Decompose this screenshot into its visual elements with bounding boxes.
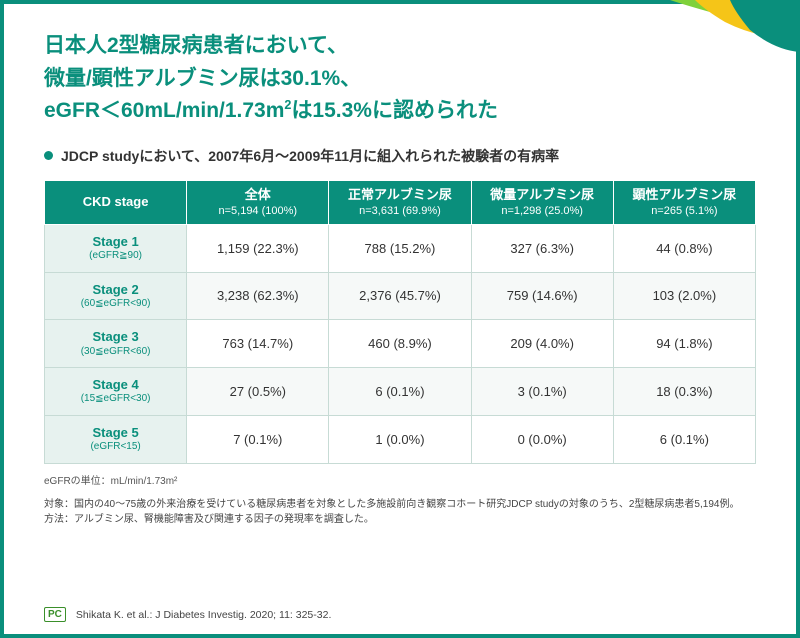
footnote-method: 方法：アルブミン尿、腎機能障害及び関連する因子の発現率を調査した。 xyxy=(44,512,756,527)
subtitle: JDCP studyにおいて、2007年6月～2009年11月に組入れられた被験… xyxy=(61,146,559,166)
column-header: 全体n=5,194 (100%) xyxy=(187,180,329,224)
corner-decoration xyxy=(670,0,800,55)
data-cell: 209 (4.0%) xyxy=(471,320,613,368)
pc-badge-icon: PC xyxy=(44,607,66,622)
stage-cell: Stage 3(30≦eGFR<60) xyxy=(45,320,187,368)
data-cell: 18 (0.3%) xyxy=(613,368,755,416)
footnote-target: 対象：国内の40～75歳の外来治療を受けている糖尿病患者を対象とした多施設前向き… xyxy=(44,497,756,512)
unit-note: eGFRの単位：mL/min/1.73m² xyxy=(44,472,756,487)
data-cell: 1 (0.0%) xyxy=(329,415,471,463)
stage-cell: Stage 1(eGFR≧90) xyxy=(45,224,187,272)
data-cell: 0 (0.0%) xyxy=(471,415,613,463)
data-cell: 1,159 (22.3%) xyxy=(187,224,329,272)
data-cell: 327 (6.3%) xyxy=(471,224,613,272)
data-cell: 6 (0.1%) xyxy=(613,415,755,463)
subtitle-row: JDCP studyにおいて、2007年6月～2009年11月に組入れられた被験… xyxy=(44,146,756,166)
stage-cell: Stage 5(eGFR<15) xyxy=(45,415,187,463)
table-row: Stage 1(eGFR≧90)1,159 (22.3%)788 (15.2%)… xyxy=(45,224,756,272)
data-cell: 2,376 (45.7%) xyxy=(329,272,471,320)
data-cell: 788 (15.2%) xyxy=(329,224,471,272)
footnotes: 対象：国内の40～75歳の外来治療を受けている糖尿病患者を対象とした多施設前向き… xyxy=(44,497,756,527)
column-header: 正常アルブミン尿n=3,631 (69.9%) xyxy=(329,180,471,224)
page-title: 日本人2型糖尿病患者において、 微量/顕性アルブミン尿は30.1%、 eGFR＜… xyxy=(44,30,756,128)
column-header: CKD stage xyxy=(45,180,187,224)
data-cell: 94 (1.8%) xyxy=(613,320,755,368)
data-cell: 103 (2.0%) xyxy=(613,272,755,320)
table-row: Stage 3(30≦eGFR<60)763 (14.7%)460 (8.9%)… xyxy=(45,320,756,368)
table-row: Stage 2(60≦eGFR<90)3,238 (62.3%)2,376 (4… xyxy=(45,272,756,320)
data-cell: 759 (14.6%) xyxy=(471,272,613,320)
data-cell: 44 (0.8%) xyxy=(613,224,755,272)
title-line-3b: は15.3%に認められた xyxy=(291,99,498,122)
column-header: 微量アルブミン尿n=1,298 (25.0%) xyxy=(471,180,613,224)
table-row: Stage 5(eGFR<15)7 (0.1%)1 (0.0%)0 (0.0%)… xyxy=(45,415,756,463)
stage-cell: Stage 2(60≦eGFR<90) xyxy=(45,272,187,320)
column-header: 顕性アルブミン尿n=265 (5.1%) xyxy=(613,180,755,224)
data-cell: 6 (0.1%) xyxy=(329,368,471,416)
bullet-icon xyxy=(44,151,53,160)
prevalence-table: CKD stage全体n=5,194 (100%)正常アルブミン尿n=3,631… xyxy=(44,180,756,464)
title-line-2: 微量/顕性アルブミン尿は30.1%、 xyxy=(44,67,361,90)
data-cell: 27 (0.5%) xyxy=(187,368,329,416)
data-cell: 7 (0.1%) xyxy=(187,415,329,463)
stage-cell: Stage 4(15≦eGFR<30) xyxy=(45,368,187,416)
citation-text: Shikata K. et al.: J Diabetes Investig. … xyxy=(76,609,331,621)
data-cell: 763 (14.7%) xyxy=(187,320,329,368)
data-cell: 3,238 (62.3%) xyxy=(187,272,329,320)
data-cell: 460 (8.9%) xyxy=(329,320,471,368)
title-line-1: 日本人2型糖尿病患者において、 xyxy=(44,34,348,57)
table-row: Stage 4(15≦eGFR<30)27 (0.5%)6 (0.1%)3 (0… xyxy=(45,368,756,416)
title-line-3a: eGFR＜60mL/min/1.73m xyxy=(44,99,284,122)
citation-row: PC Shikata K. et al.: J Diabetes Investi… xyxy=(44,607,331,622)
data-cell: 3 (0.1%) xyxy=(471,368,613,416)
